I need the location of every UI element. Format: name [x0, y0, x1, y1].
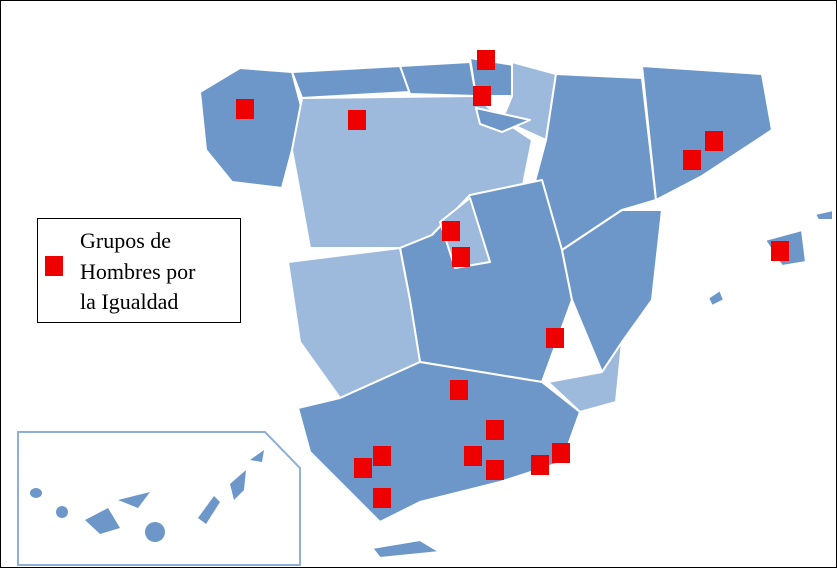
region	[399, 61, 477, 97]
group-marker	[531, 455, 549, 475]
island	[707, 289, 725, 307]
island	[230, 470, 246, 500]
group-marker	[552, 443, 570, 463]
island	[814, 209, 834, 221]
regions	[199, 57, 834, 559]
group-marker	[442, 221, 460, 241]
canary-inset	[17, 431, 301, 566]
group-marker	[348, 110, 366, 130]
group-marker	[354, 458, 372, 478]
island	[85, 508, 120, 534]
group-marker	[546, 328, 564, 348]
group-marker	[486, 420, 504, 440]
group-marker	[373, 446, 391, 466]
group-marker	[771, 241, 789, 261]
legend-text: Grupos de	[80, 228, 171, 253]
inset-frame	[17, 431, 301, 566]
group-marker	[486, 460, 504, 480]
legend-box	[37, 218, 241, 323]
group-marker	[683, 150, 701, 170]
legend-marker	[45, 256, 63, 276]
group-marker	[477, 50, 495, 70]
region	[291, 65, 411, 99]
island	[56, 506, 68, 518]
group-marker	[373, 488, 391, 508]
island	[118, 492, 150, 508]
group-marker	[452, 247, 470, 267]
group-marker	[236, 99, 254, 119]
legend-text: la Igualdad	[80, 289, 178, 314]
legend-text: Hombres por	[80, 259, 196, 284]
group-marker	[450, 380, 468, 400]
island	[371, 539, 441, 559]
island	[198, 496, 220, 524]
island	[250, 450, 264, 462]
group-markers	[236, 50, 789, 508]
group-marker	[464, 446, 482, 466]
region	[475, 107, 531, 133]
legend: Grupos de Hombres por la Igualdad	[37, 218, 241, 323]
group-marker	[705, 131, 723, 151]
region	[561, 209, 663, 373]
island	[145, 522, 165, 542]
island	[30, 488, 42, 498]
group-marker	[473, 86, 491, 106]
